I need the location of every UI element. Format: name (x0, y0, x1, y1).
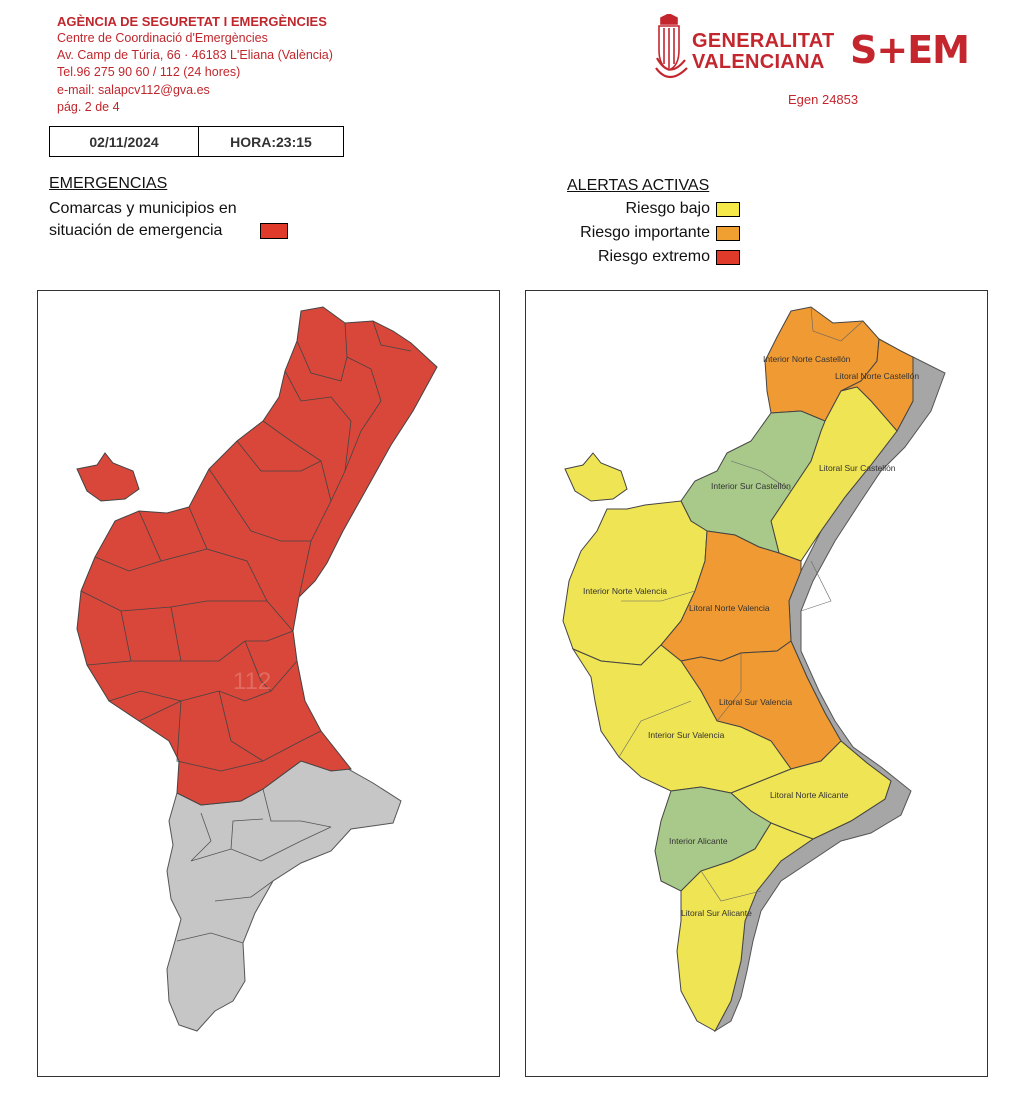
agency-header: AGÈNCIA DE SEGURETAT I EMERGÈNCIES Centr… (57, 14, 417, 116)
emergencias-title: EMERGENCIAS (49, 175, 168, 192)
legend-label-extremo: Riesgo extremo (597, 248, 710, 265)
legend-row-importante: Riesgo importante (580, 222, 740, 244)
sem-logo: S+EM (850, 28, 970, 72)
map-watermark: 112 (233, 668, 271, 695)
generalitat-line1: GENERALITAT (692, 30, 835, 52)
emergencias-description: Comarcas y municipios en situación de em… (49, 198, 269, 242)
label-interior-alicante: Interior Alicante (669, 836, 728, 846)
legend-row-extremo: Riesgo extremo (598, 246, 740, 268)
agency-phone: Tel.96 275 90 60 / 112 (24 hores) (57, 65, 241, 80)
label-interior-sur-valencia: Interior Sur Valencia (648, 730, 725, 740)
emergencias-desc-line2: situación de emergencia (49, 222, 223, 239)
legend-label-bajo: Riesgo bajo (625, 200, 711, 217)
legend-swatch-extremo (716, 249, 740, 265)
zone-enclave-yellow (564, 452, 628, 502)
region-emergency-red (76, 306, 438, 806)
alert-map-panel: Interior Norte Castellón Litoral Norte C… (525, 290, 988, 1077)
alertas-legend: Riesgo bajo Riesgo importante Riesgo ext… (540, 198, 740, 268)
label-litoral-norte-valencia: Litoral Norte Valencia (689, 603, 770, 613)
generalitat-wordmark: GENERALITAT VALENCIANA (692, 31, 835, 73)
report-date: 02/11/2024 (50, 127, 199, 156)
emergency-map-panel: 112 (37, 290, 500, 1077)
alertas-title: ALERTAS ACTIVAS (567, 177, 710, 194)
agency-center: Centre de Coordinació d'Emergències (57, 31, 268, 45)
emergencias-swatch (260, 223, 288, 239)
agency-name: AGÈNCIA DE SEGURETAT I EMERGÈNCIES (57, 14, 327, 29)
label-interior-norte-valencia: Interior Norte Valencia (583, 586, 667, 596)
alert-map: Interior Norte Castellón Litoral Norte C… (562, 306, 946, 1033)
label-litoral-norte-alicante: Litoral Norte Alicante (770, 790, 849, 800)
report-time: HORA:23:15 (230, 133, 312, 150)
zone-litoral-sur-alicante (676, 822, 815, 1032)
page-number: pág. 2 de 4 (57, 99, 120, 114)
label-interior-norte-castellon: Interior Norte Castellón (763, 354, 851, 364)
egen-reference: Egen 24853 (788, 92, 859, 107)
region-enclave-red (76, 452, 140, 502)
label-litoral-sur-castellon: Litoral Sur Castellón (819, 463, 896, 473)
date-time-box: 02/11/2024 HORA:23:15 (49, 126, 344, 157)
agency-email: e-mail: salapcv112@gva.es (57, 82, 210, 97)
label-litoral-sur-alicante: Litoral Sur Alicante (681, 908, 752, 918)
legend-swatch-importante (716, 225, 740, 241)
agency-address: Av. Camp de Túria, 66 · 46183 L'Eliana (… (57, 48, 333, 63)
generalitat-logo (655, 14, 688, 79)
legend-label-importante: Riesgo importante (580, 224, 710, 241)
emergency-map: 112 (76, 306, 438, 1032)
emergencias-desc-line1: Comarcas y municipios en (49, 200, 237, 217)
generalitat-line2: VALENCIANA (692, 51, 825, 73)
label-litoral-norte-castellon: Litoral Norte Castellón (835, 371, 919, 381)
legend-swatch-bajo (716, 201, 740, 217)
legend-row-bajo: Riesgo bajo (625, 198, 740, 220)
label-interior-sur-castellon: Interior Sur Castellón (711, 481, 791, 491)
coat-of-arms-icon (655, 14, 688, 79)
label-litoral-sur-valencia: Litoral Sur Valencia (719, 697, 792, 707)
